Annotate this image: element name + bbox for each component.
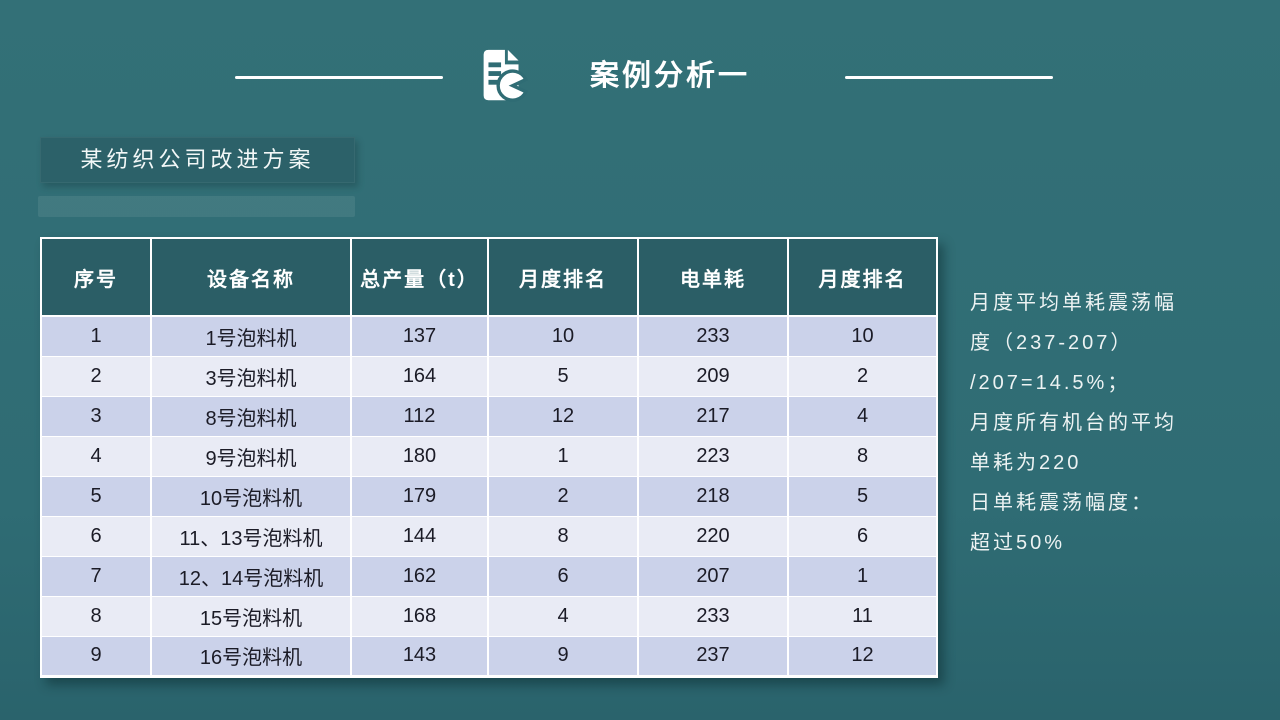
note-line: 超过50% [970,532,1066,554]
table-row: 2 3号泡料机 164 5 209 2 [40,355,938,397]
table-cell: 3 [40,395,152,437]
subtitle-shadow-bar [38,196,355,217]
table-row: 9 16号泡料机 143 9 237 12 [40,635,938,678]
table-cell: 8 [487,515,639,557]
table-header-cell: 月度排名 [787,237,938,317]
table-cell: 168 [350,595,489,637]
table-cell: 8 [40,595,152,637]
table-cell: 1 [40,315,152,357]
table-header-row: 序号 设备名称 总产量（t） 月度排名 电单耗 月度排名 [40,237,938,317]
table-cell: 162 [350,555,489,597]
table-cell: 10 [787,315,938,357]
table-cell: 2 [487,475,639,517]
table-cell: 180 [350,435,489,477]
table-cell: 143 [350,635,489,678]
subtitle-box: 某纺织公司改进方案 [40,137,355,183]
table-row: 3 8号泡料机 112 12 217 4 [40,395,938,437]
table-cell: 6 [40,515,152,557]
table-cell: 6 [787,515,938,557]
table-row: 6 11、13号泡料机 144 8 220 6 [40,515,938,557]
note-panel: 月度平均单耗震荡幅 度（237-207） /207=14.5%； 月度所有机台的平均单… [970,283,1270,563]
table-cell: 9号泡料机 [150,435,352,477]
table-header-cell: 月度排名 [487,237,639,317]
table-row: 5 10号泡料机 179 2 218 5 [40,475,938,517]
table-cell: 11、13号泡料机 [150,515,352,557]
table-cell: 1号泡料机 [150,315,352,357]
header-divider-right [845,76,1053,79]
table-row: 7 12、14号泡料机 162 6 207 1 [40,555,938,597]
table-cell: 144 [350,515,489,557]
table-cell: 10号泡料机 [150,475,352,517]
note-line: 单耗为220 [970,452,1082,474]
table-cell: 9 [487,635,639,678]
note-line: 日单耗震荡幅度： [970,492,1154,514]
table-cell: 5 [487,355,639,397]
header-divider-left [235,76,443,79]
table-cell: 16号泡料机 [150,635,352,678]
table-cell: 5 [40,475,152,517]
table-cell: 217 [637,395,789,437]
table-header-cell: 电单耗 [637,237,789,317]
table-cell: 3号泡料机 [150,355,352,397]
table-cell: 4 [487,595,639,637]
table-row: 4 9号泡料机 180 1 223 8 [40,435,938,477]
table-cell: 1 [487,435,639,477]
table-cell: 15号泡料机 [150,595,352,637]
table-cell: 233 [637,315,789,357]
page-title: 案例分析一 [589,60,750,92]
table-cell: 12 [787,635,938,678]
table-cell: 5 [787,475,938,517]
table-cell: 209 [637,355,789,397]
table-cell: 4 [787,395,938,437]
table-cell: 220 [637,515,789,557]
table-cell: 237 [637,635,789,678]
table-cell: 11 [787,595,938,637]
table-cell: 6 [487,555,639,597]
note-line: /207=14.5%； [970,372,1131,394]
table-cell: 10 [487,315,639,357]
table-cell: 9 [40,635,152,678]
equipment-table: 序号 设备名称 总产量（t） 月度排名 电单耗 月度排名 1 1号泡料机 137 10 233 10… [40,237,938,678]
table-cell: 1 [787,555,938,597]
table-row: 1 1号泡料机 137 10 233 10 [40,315,938,357]
table-cell: 223 [637,435,789,477]
table-cell: 12、14号泡料机 [150,555,352,597]
table-cell: 4 [40,435,152,477]
table-row: 8 15号泡料机 168 4 233 11 [40,595,938,637]
table-cell: 233 [637,595,789,637]
table-header-cell: 总产量（t） [350,237,489,317]
table-header-cell: 设备名称 [150,237,352,317]
table-cell: 112 [350,395,489,437]
table-cell: 179 [350,475,489,517]
table-cell: 2 [40,355,152,397]
note-line: 度（237-207） [970,332,1134,354]
table-cell: 2 [787,355,938,397]
note-line: 月度所有机台的平均 [970,412,1177,434]
table-cell: 164 [350,355,489,397]
table-cell: 207 [637,555,789,597]
table-header-cell: 序号 [40,237,152,317]
note-line: 月度平均单耗震荡幅 [970,292,1177,314]
table-cell: 8号泡料机 [150,395,352,437]
table-cell: 12 [487,395,639,437]
table-cell: 137 [350,315,489,357]
table-cell: 218 [637,475,789,517]
table-cell: 7 [40,555,152,597]
document-pie-chart-icon [472,42,534,108]
table-cell: 8 [787,435,938,477]
